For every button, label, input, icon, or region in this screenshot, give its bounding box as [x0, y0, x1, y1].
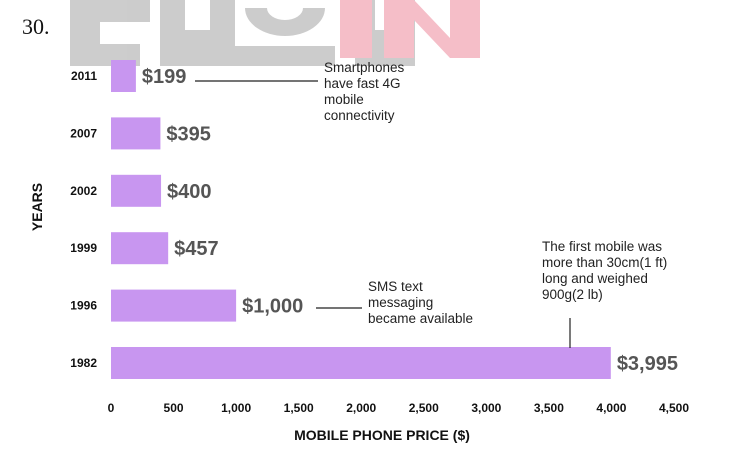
y-tick-label-2002: 2002: [70, 184, 97, 198]
bar-value-label-1999: $457: [174, 238, 219, 260]
bar-value-label-2002: $400: [167, 181, 212, 203]
x-tick-label-2500: 2,500: [409, 401, 439, 415]
x-tick-label-0: 0: [108, 401, 115, 415]
x-tick-label-4000: 4,000: [596, 401, 626, 415]
y-tick-label-1996: 1996: [70, 299, 97, 313]
x-tick-label-4500: 4,500: [659, 401, 689, 415]
annotation-text-1996-2: became available: [368, 311, 473, 326]
bar-1982: [111, 347, 611, 379]
y-tick-label-2011: 2011: [71, 69, 97, 83]
watermark-logo: [70, 0, 480, 66]
annotation-text-1982-0: The first mobile was: [542, 239, 662, 254]
annotation-text-2011-3: connectivity: [324, 108, 395, 123]
x-tick-label-1500: 1,500: [284, 401, 314, 415]
y-tick-label-2007: 2007: [70, 126, 97, 140]
bar-value-label-1996: $1,000: [242, 296, 303, 318]
bar-2007: [111, 117, 161, 150]
annotation-text-1996-0: SMS text: [368, 279, 423, 294]
bar-2011: [111, 60, 136, 92]
x-tick-label-2000: 2,000: [346, 401, 376, 415]
annotation-text-2011-0: Smartphones: [324, 60, 405, 75]
bar-value-label-1982: $3,995: [617, 353, 678, 375]
annotation-text-2011-1: have fast 4G: [324, 76, 401, 91]
annotation-text-1982-2: long and weighed: [542, 271, 648, 286]
annotation-text-1982-1: more than 30cm(1 ft): [542, 255, 667, 270]
annotation-text-1982-3: 900g(2 lb): [542, 287, 603, 302]
y-axis-title: YEARS: [29, 183, 45, 231]
x-tick-label-3500: 3,500: [534, 401, 564, 415]
x-tick-label-1000: 1,000: [221, 401, 251, 415]
x-axis-title: MOBILE PHONE PRICE ($): [294, 427, 470, 443]
bar-1999: [111, 232, 169, 265]
y-tick-label-1999: 1999: [70, 241, 97, 255]
bar-1996: [111, 289, 237, 322]
x-tick-label-500: 500: [164, 401, 184, 415]
x-tick-label-3000: 3,000: [471, 401, 501, 415]
annotation-text-2011-2: mobile: [324, 92, 364, 107]
question-number: 30.: [22, 14, 50, 39]
annotation-text-1996-1: messaging: [368, 295, 433, 310]
y-tick-label-1982: 1982: [70, 356, 97, 370]
bar-value-label-2011: $199: [142, 66, 187, 88]
bar-2002: [111, 174, 162, 207]
bar-value-label-2007: $395: [166, 123, 211, 145]
